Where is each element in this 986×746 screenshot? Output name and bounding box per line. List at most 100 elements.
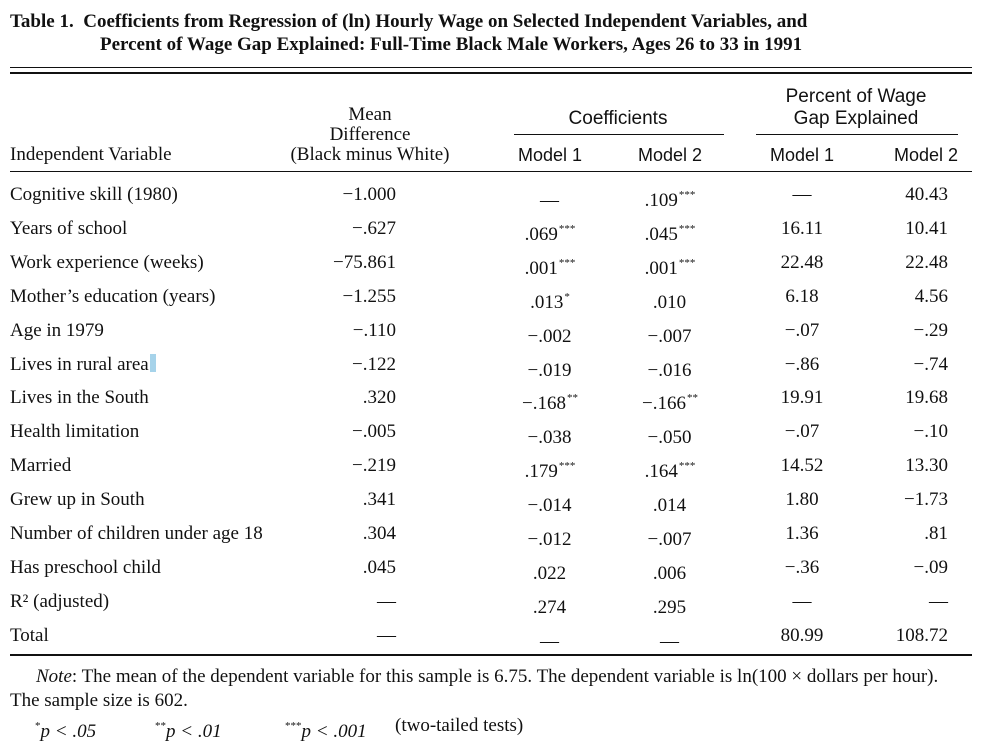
table-number: Table 1. <box>10 11 74 32</box>
cell-pct-m1: — <box>792 184 812 205</box>
cell-mean-diff: −.219 <box>352 455 396 476</box>
top-rule-1 <box>10 67 972 68</box>
cell-pct-m2: −.10 <box>913 421 948 442</box>
cell-pct-m1: 16.11 <box>780 218 824 239</box>
cell-pct-m1: 19.91 <box>780 387 824 408</box>
header-coefficients: Coefficients <box>568 108 668 129</box>
cell-pct-m1: −.86 <box>784 354 820 375</box>
cell-variable: Married <box>10 455 72 476</box>
significance-stars: *** <box>678 460 696 472</box>
cell-coef-m2: .014 <box>652 495 687 516</box>
cell-coef-m1: −.038 <box>527 427 572 448</box>
note-text: : The mean of the dependent variable for… <box>10 666 939 711</box>
cell-variable: Age in 1979 <box>10 320 104 341</box>
header-rule <box>10 171 972 172</box>
cell-pct-m2: 19.68 <box>905 387 948 408</box>
cell-coef-m1: .022 <box>532 563 567 584</box>
cell-pct-m2: 4.56 <box>914 286 948 307</box>
cell-variable: Lives in rural area <box>10 353 330 377</box>
cell-variable: Health limitation <box>10 421 140 442</box>
cell-variable: Grew up in South <box>10 489 145 510</box>
sig-level-3: ***p < .001 <box>285 720 367 742</box>
cell-coef-m2: −.050 <box>647 427 692 448</box>
cell-pct-m1: −.07 <box>784 320 820 341</box>
cell-pct-m1: −.07 <box>784 421 820 442</box>
percent-gap-underline <box>756 134 958 135</box>
cell-coef-m1: .179*** <box>524 460 576 482</box>
cell-pct-m1: 22.48 <box>780 252 824 273</box>
cell-coef-m2: −.007 <box>647 529 692 550</box>
cell-coef-m2: .295 <box>652 597 687 618</box>
cell-mean-diff: −75.861 <box>333 252 396 273</box>
header-mean-difference: Mean Difference (Black minus White) <box>290 104 450 165</box>
sig-suffix: (two-tailed tests) <box>395 715 524 736</box>
cell-variable: R² (adjusted) <box>10 591 110 612</box>
cell-pct-m2: −1.73 <box>904 489 948 510</box>
cell-coef-m1: — <box>540 631 559 652</box>
cell-coef-m1: −.019 <box>527 360 572 381</box>
table-title-line-2: Percent of Wage Gap Explained: Full-Time… <box>100 34 803 55</box>
cell-coef-m1: −.002 <box>527 326 572 347</box>
cell-pct-m2: −.74 <box>913 354 948 375</box>
table-note: Note: The mean of the dependent variable… <box>10 665 972 713</box>
note-label: Note <box>36 666 72 687</box>
cell-coef-m1: −.168** <box>522 392 578 414</box>
significance-stars: * <box>564 291 570 303</box>
cell-mean-diff: — <box>377 591 396 612</box>
cell-variable: Total <box>10 625 49 646</box>
cell-coef-m2: .109*** <box>644 189 696 211</box>
cell-variable: Work experience (weeks) <box>10 252 204 273</box>
cell-mean-diff: −.110 <box>352 320 396 341</box>
significance-stars: *** <box>558 223 576 235</box>
coefficients-underline <box>514 134 724 135</box>
cell-coef-m2: .001*** <box>644 257 696 279</box>
cell-coef-m2: −.007 <box>647 326 692 347</box>
cell-pct-m2: 40.43 <box>905 184 948 205</box>
significance-stars: *** <box>678 223 696 235</box>
cell-pct-m1: 1.36 <box>785 523 819 544</box>
cell-variable: Lives in the South <box>10 387 149 408</box>
significance-stars: ** <box>686 392 698 404</box>
cell-mean-diff: −.122 <box>352 354 396 375</box>
cell-variable: Years of school <box>10 218 128 239</box>
cell-coef-m2: −.166** <box>642 392 698 414</box>
cell-mean-diff: — <box>377 625 396 646</box>
cell-mean-diff: −.005 <box>352 421 396 442</box>
text-cursor-highlight <box>149 354 156 372</box>
cell-pct-m1: 80.99 <box>780 625 824 646</box>
cell-coef-m2: .045*** <box>644 223 696 245</box>
significance-stars: ** <box>566 392 578 404</box>
cell-pct-m1: −.36 <box>784 557 820 578</box>
cell-coef-m1: .069*** <box>524 223 576 245</box>
sig-level-2: **p < .01 <box>155 720 222 742</box>
table-title-line-1: Coefficients from Regression of (ln) Hou… <box>83 11 808 32</box>
cell-mean-diff: .320 <box>362 387 396 408</box>
header-coef-model-1: Model 1 <box>517 145 583 165</box>
cell-coef-m2: .006 <box>652 563 687 584</box>
cell-mean-diff: −1.000 <box>342 184 396 205</box>
header-percent-gap: Percent of Wage Gap Explained <box>785 86 927 129</box>
cell-mean-diff: .045 <box>362 557 396 578</box>
cell-pct-m2: 108.72 <box>895 625 948 646</box>
cell-coef-m2: — <box>660 631 679 652</box>
cell-coef-m1: −.014 <box>527 495 572 516</box>
cell-pct-m2: .81 <box>924 523 948 544</box>
cell-pct-m2: — <box>929 591 948 612</box>
cell-pct-m1: 1.80 <box>785 489 819 510</box>
cell-coef-m1: .274 <box>532 597 567 618</box>
cell-variable: Has preschool child <box>10 557 161 578</box>
header-independent-variable: Independent Variable <box>10 144 172 165</box>
significance-stars: *** <box>678 189 696 201</box>
cell-variable: Mother’s education (years) <box>10 286 216 307</box>
top-rule-2 <box>10 72 972 74</box>
cell-coef-m1: .001*** <box>524 257 576 279</box>
cell-mean-diff: .341 <box>362 489 396 510</box>
cell-pct-m1: — <box>792 591 812 612</box>
sig-level-1: *p < .05 <box>35 720 97 742</box>
cell-pct-m1: 14.52 <box>780 455 824 476</box>
table-title: Table 1. Coefficients from Regression of… <box>10 10 976 56</box>
bottom-rule <box>10 654 972 656</box>
cell-coef-m2: −.016 <box>647 360 692 381</box>
header-pct-model-1: Model 1 <box>769 145 835 165</box>
cell-coef-m2: .164*** <box>644 460 696 482</box>
